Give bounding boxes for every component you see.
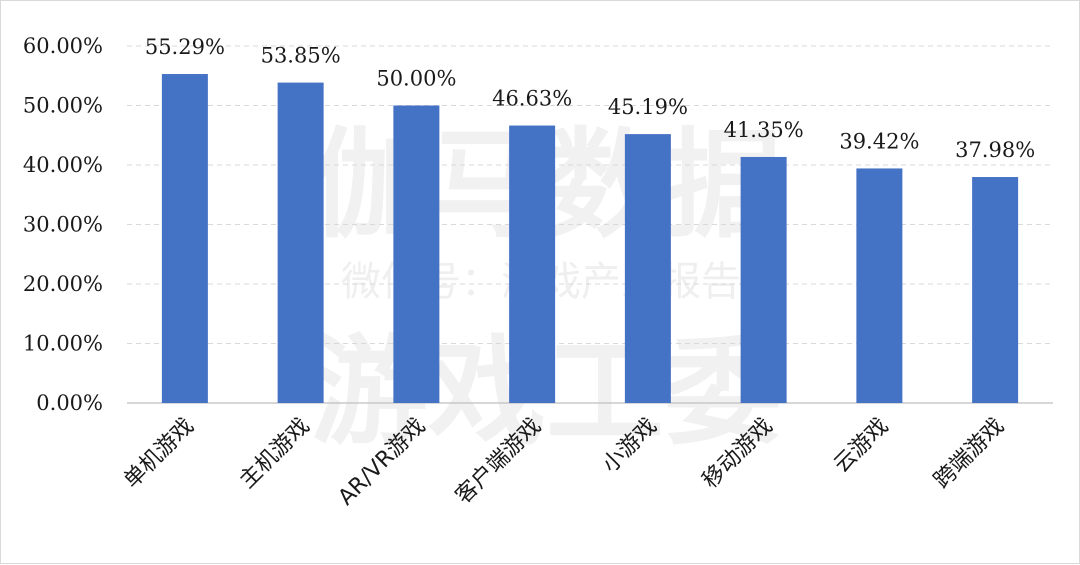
bars	[161, 74, 1019, 403]
data-label: 50.00%	[376, 67, 456, 91]
data-label: 45.19%	[608, 95, 688, 119]
y-tick-label: 40.00%	[23, 153, 103, 177]
bar	[393, 105, 440, 403]
y-tick-label: 20.00%	[23, 272, 103, 296]
y-axis-ticks: 0.00% 10.00% 20.00% 30.00% 40.00% 50.00% 60.00…	[23, 34, 103, 415]
x-tick-label: 单机游戏	[119, 414, 199, 494]
bar	[161, 74, 208, 403]
data-label: 37.98%	[955, 138, 1035, 162]
data-label: 46.63%	[492, 87, 572, 111]
bar	[972, 177, 1019, 403]
bar	[740, 156, 787, 403]
bar	[509, 125, 556, 403]
y-tick-label: 30.00%	[23, 213, 103, 237]
y-tick-label: 0.00%	[36, 391, 103, 415]
data-label: 41.35%	[724, 118, 804, 142]
y-tick-label: 10.00%	[23, 332, 103, 356]
y-tick-label: 50.00%	[23, 94, 103, 118]
x-tick-label: 主机游戏	[235, 414, 315, 494]
data-label: 53.85%	[261, 44, 341, 68]
bar	[856, 168, 903, 403]
x-tick-label: 云游戏	[829, 414, 893, 478]
bar	[277, 82, 324, 403]
y-tick-label: 60.00%	[23, 34, 103, 58]
x-tick-label: 跨端游戏	[929, 414, 1009, 494]
bar	[624, 134, 671, 403]
data-labels: 55.29% 53.85% 50.00% 46.63% 45.19% 41.35% 39.4…	[145, 35, 1035, 162]
data-label: 55.29%	[145, 35, 225, 59]
data-label: 39.42%	[839, 129, 919, 153]
